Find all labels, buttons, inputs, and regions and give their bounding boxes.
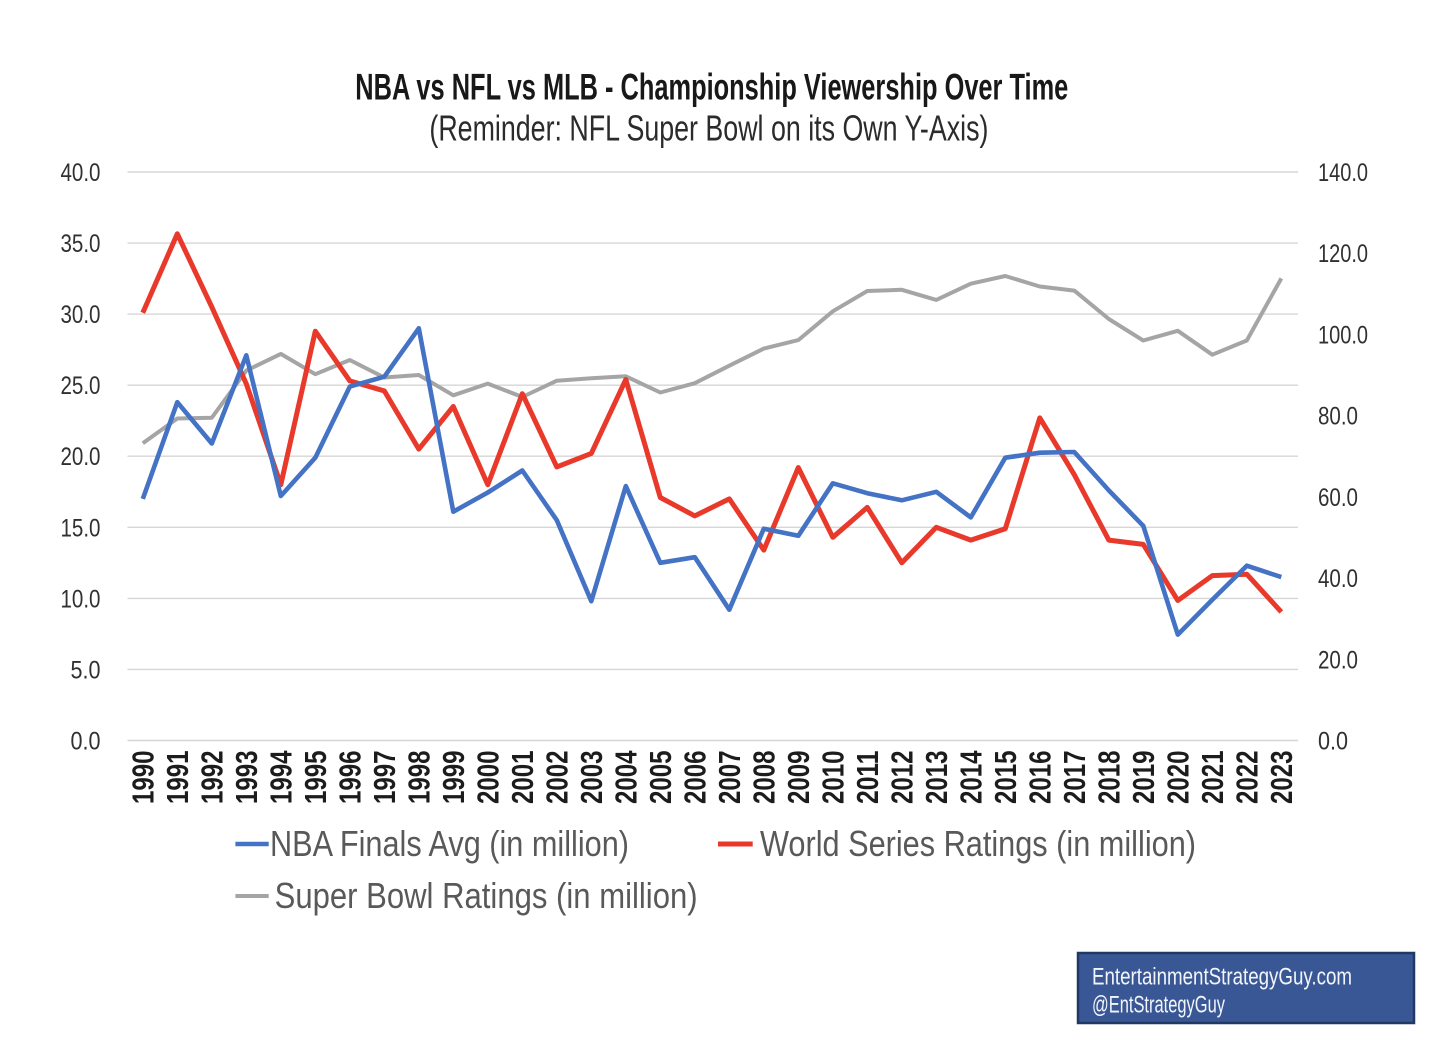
svg-text:80.0: 80.0 [1318, 403, 1358, 431]
svg-text:2003: 2003 [574, 751, 609, 805]
svg-text:1994: 1994 [264, 750, 299, 804]
svg-text:2021: 2021 [1195, 751, 1230, 805]
svg-text:35.0: 35.0 [61, 230, 101, 258]
svg-text:NBA vs NFL vs MLB - Championsh: NBA vs NFL vs MLB - Championship Viewers… [355, 67, 1068, 108]
svg-text:2009: 2009 [781, 751, 816, 805]
svg-text:1998: 1998 [402, 751, 437, 805]
svg-text:100.0: 100.0 [1318, 321, 1368, 349]
svg-text:2018: 2018 [1092, 751, 1127, 805]
svg-text:2005: 2005 [643, 751, 678, 805]
svg-text:5.0: 5.0 [71, 656, 101, 684]
svg-text:2004: 2004 [609, 750, 644, 804]
svg-text:2012: 2012 [885, 751, 920, 805]
svg-text:1995: 1995 [298, 751, 333, 805]
svg-text:1997: 1997 [367, 751, 402, 805]
svg-text:40.0: 40.0 [1318, 565, 1358, 593]
svg-text:2022: 2022 [1230, 751, 1265, 805]
svg-text:2017: 2017 [1057, 751, 1092, 805]
svg-text:30.0: 30.0 [61, 301, 101, 329]
svg-text:2020: 2020 [1161, 751, 1196, 805]
svg-text:Super Bowl Ratings (in million: Super Bowl Ratings (in million) [275, 875, 698, 916]
svg-text:1996: 1996 [333, 751, 368, 805]
svg-text:20.0: 20.0 [61, 443, 101, 471]
svg-text:2008: 2008 [747, 751, 782, 805]
svg-text:10.0: 10.0 [61, 585, 101, 613]
svg-text:2000: 2000 [471, 751, 506, 805]
svg-text:140.0: 140.0 [1318, 159, 1368, 187]
svg-text:@EntStrategyGuy: @EntStrategyGuy [1092, 992, 1225, 1019]
svg-text:2016: 2016 [1023, 751, 1058, 805]
svg-text:2019: 2019 [1126, 751, 1161, 805]
svg-text:40.0: 40.0 [61, 159, 101, 187]
svg-text:EntertainmentStrategyGuy.com: EntertainmentStrategyGuy.com [1092, 964, 1352, 991]
svg-text:1992: 1992 [195, 751, 230, 805]
svg-text:15.0: 15.0 [61, 514, 101, 542]
svg-text:2001: 2001 [505, 751, 540, 805]
svg-text:2015: 2015 [988, 751, 1023, 805]
svg-text:2011: 2011 [850, 751, 885, 805]
svg-text:1999: 1999 [436, 751, 471, 805]
svg-text:2023: 2023 [1264, 751, 1299, 805]
svg-text:2007: 2007 [712, 751, 747, 805]
svg-text:2002: 2002 [540, 751, 575, 805]
svg-text:2006: 2006 [678, 751, 713, 805]
svg-text:1991: 1991 [160, 751, 195, 805]
svg-text:World Series Ratings (in milli: World Series Ratings (in million) [760, 823, 1196, 864]
svg-text:1993: 1993 [229, 751, 264, 805]
svg-text:(Reminder: NFL Super Bowl on i: (Reminder: NFL Super Bowl on its Own Y-A… [429, 108, 988, 149]
svg-text:0.0: 0.0 [1318, 728, 1348, 756]
svg-text:60.0: 60.0 [1318, 484, 1358, 512]
svg-text:0.0: 0.0 [71, 728, 101, 756]
svg-text:2010: 2010 [816, 751, 851, 805]
svg-text:120.0: 120.0 [1318, 240, 1368, 268]
svg-text:2014: 2014 [954, 750, 989, 804]
svg-text:NBA Finals Avg (in million): NBA Finals Avg (in million) [270, 823, 629, 864]
svg-text:20.0: 20.0 [1318, 646, 1358, 674]
svg-text:25.0: 25.0 [61, 372, 101, 400]
svg-text:1990: 1990 [126, 751, 161, 805]
svg-text:2013: 2013 [919, 751, 954, 805]
